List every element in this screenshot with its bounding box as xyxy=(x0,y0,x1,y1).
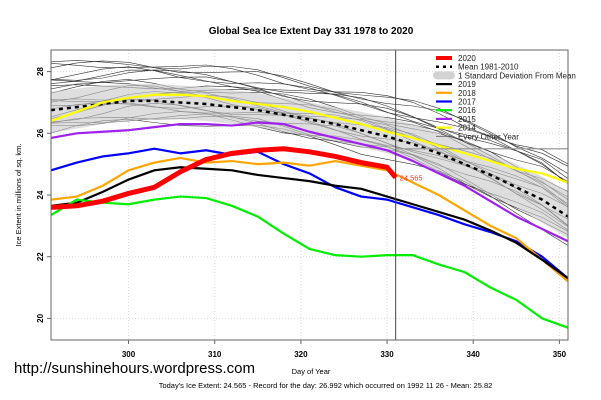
other-year-line xyxy=(50,63,569,165)
watermark-url: http://sunshinehours.wordpress.com xyxy=(14,360,255,377)
y-tick-label: 28 xyxy=(36,67,45,76)
series-2015 xyxy=(50,121,569,243)
reference-lines xyxy=(395,50,568,340)
legend-label: 2014 xyxy=(458,124,476,133)
legend-label: 1 Standard Deviation From Mean xyxy=(458,71,576,80)
series-2019 xyxy=(50,166,569,280)
legend-label: 2017 xyxy=(458,98,476,107)
x-tick-label: 310 xyxy=(208,350,222,359)
legend-label: 2016 xyxy=(458,106,476,115)
series-2014 xyxy=(50,93,569,184)
x-tick-label: 300 xyxy=(122,350,136,359)
x-axis-label: Day of Year xyxy=(292,367,331,376)
mean-line xyxy=(50,99,569,218)
y-axis: 20 22 24 26 28 xyxy=(36,67,51,323)
std-band xyxy=(50,83,569,239)
legend-label: 2018 xyxy=(458,89,476,98)
std-band-area xyxy=(51,83,568,239)
series-2018 xyxy=(50,156,569,283)
legend-label: 2019 xyxy=(458,80,476,89)
other-year-line xyxy=(50,79,569,201)
legend-label: 2015 xyxy=(458,115,476,124)
x-tick-label: 340 xyxy=(467,350,481,359)
x-axis: 300 310 320 330 340 350 xyxy=(122,340,567,359)
series-2017 xyxy=(50,147,569,280)
other-year-line xyxy=(50,69,569,185)
y-tick-label: 26 xyxy=(36,128,45,137)
legend-label: Every Other Year xyxy=(458,132,519,141)
x-tick-label: 350 xyxy=(553,350,567,359)
other-year-line xyxy=(50,60,569,174)
current-value-label: 24.565 xyxy=(400,174,423,183)
chart-title: Global Sea Ice Extent Day 331 1978 to 20… xyxy=(209,26,414,37)
series-2016 xyxy=(50,195,569,329)
y-tick-label: 24 xyxy=(36,190,45,199)
x-tick-label: 330 xyxy=(380,350,394,359)
series-lines xyxy=(50,93,569,329)
legend-swatch xyxy=(433,71,455,80)
x-tick-label: 320 xyxy=(294,350,308,359)
other-year-line xyxy=(50,66,569,184)
footer-stats: Today's Ice Extent: 24.565 - Record for … xyxy=(158,381,493,390)
legend-label: 2020 xyxy=(458,54,476,63)
y-axis-label: Ice Extent in millions of sq. km. xyxy=(14,144,23,247)
series-2020 xyxy=(50,146,398,210)
other-year-line xyxy=(50,69,569,179)
y-tick-label: 20 xyxy=(36,313,45,322)
y-tick-label: 22 xyxy=(36,252,45,261)
other-year-line xyxy=(50,60,569,167)
legend-label: Mean 1981-2010 xyxy=(458,63,519,72)
